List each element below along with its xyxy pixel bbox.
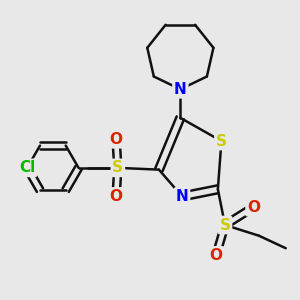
Text: S: S [216,134,227,148]
Text: Cl: Cl [19,160,35,175]
Text: N: N [174,82,187,97]
Text: S: S [112,160,123,175]
Text: O: O [210,248,223,263]
Text: O: O [110,189,123,204]
Text: O: O [247,200,260,214]
Text: S: S [220,218,230,232]
Text: N: N [176,189,188,204]
Text: O: O [110,132,123,147]
